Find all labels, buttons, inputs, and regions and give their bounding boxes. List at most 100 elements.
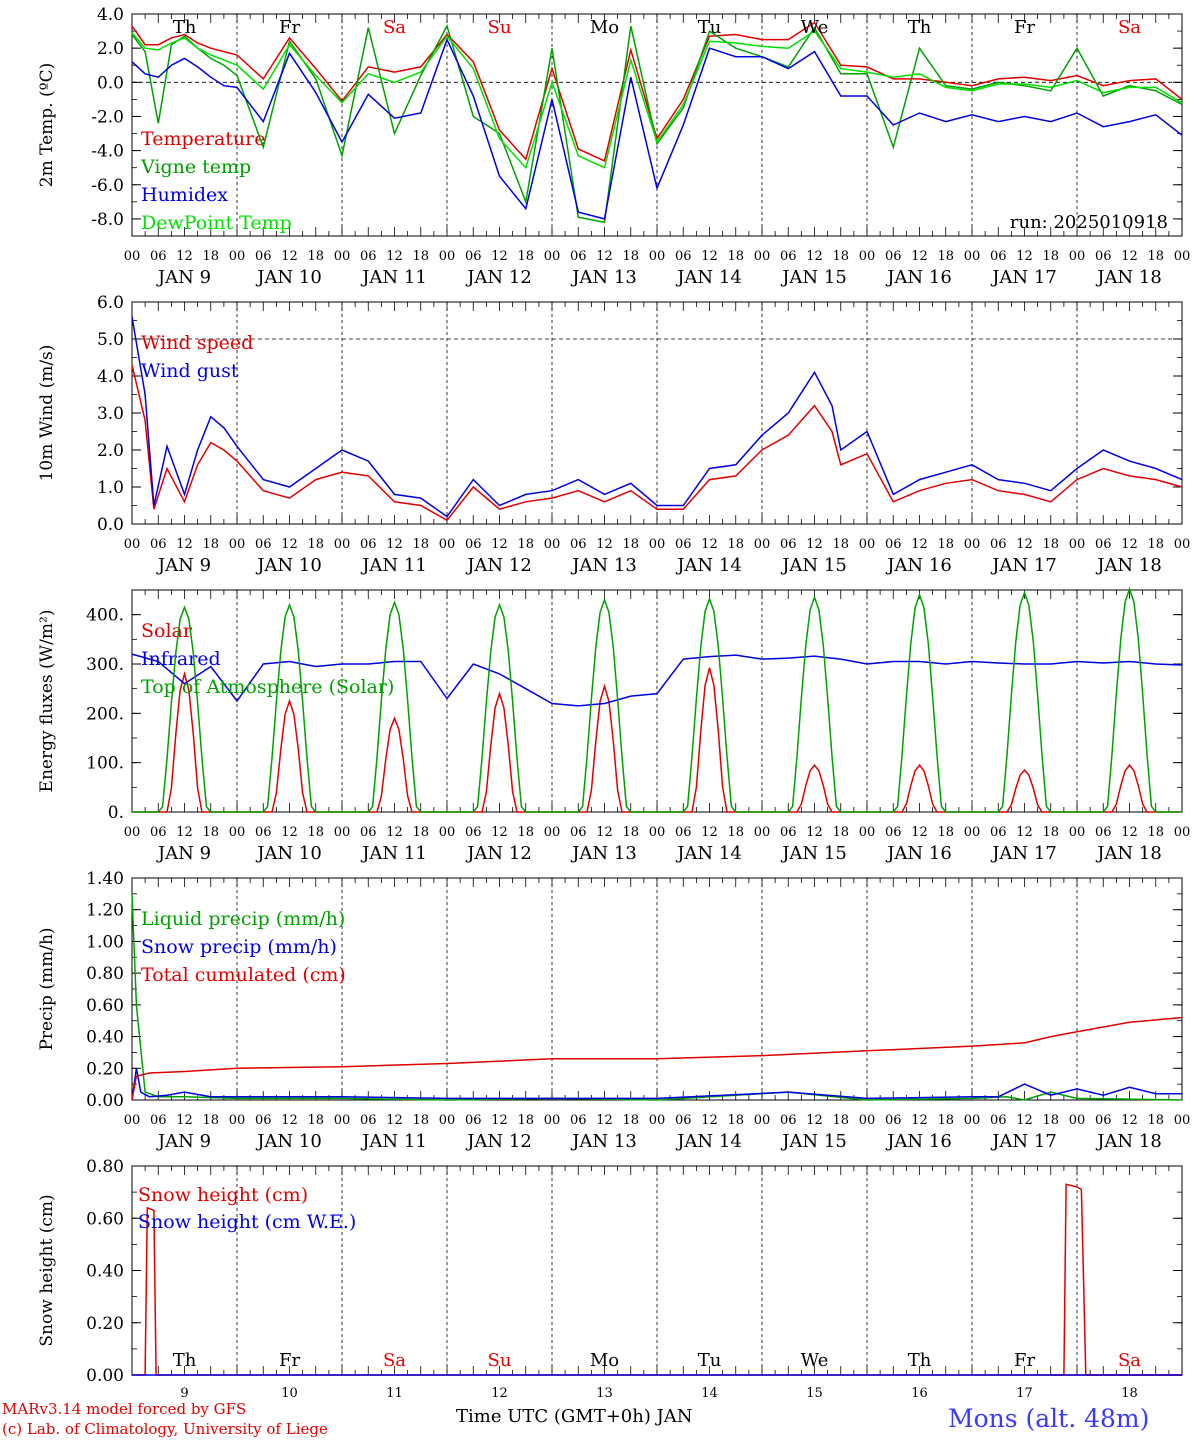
hour-tick-label: 00 [859, 249, 876, 264]
hour-tick-label: 00 [439, 1113, 456, 1128]
date-label: JAN 16 [885, 1131, 952, 1152]
y-tick-label: 2.0 [97, 39, 124, 59]
hour-tick-label: 12 [806, 1113, 823, 1128]
hour-tick-label: 06 [570, 1113, 587, 1128]
hour-tick-label: 00 [964, 537, 981, 552]
series-line-humidex [131, 37, 1183, 220]
y-axis-label: 2m Temp. (ºC) [37, 63, 57, 188]
date-label: JAN 12 [465, 843, 532, 864]
hour-tick-label: 00 [964, 1113, 981, 1128]
hour-tick-label: 00 [229, 825, 246, 840]
hour-tick-label: 18 [307, 1113, 324, 1128]
y-axis-label: 10m Wind (m/s) [37, 345, 57, 482]
hour-tick-label: 00 [649, 825, 666, 840]
hour-tick-label: 00 [439, 537, 456, 552]
hour-tick-label: 06 [360, 825, 377, 840]
date-label: JAN 16 [885, 555, 952, 576]
hour-tick-label: 06 [990, 249, 1007, 264]
hour-tick-label: 18 [307, 825, 324, 840]
hour-tick-label: 12 [281, 249, 298, 264]
bottom-day-number: 16 [911, 1386, 928, 1401]
legend-entry: Infrared [141, 648, 221, 670]
hour-tick-label: 12 [911, 537, 928, 552]
hour-tick-label: 18 [1042, 1113, 1059, 1128]
hour-tick-label: 06 [885, 1113, 902, 1128]
hour-tick-label: 12 [911, 249, 928, 264]
day-name-bottom: We [801, 1350, 829, 1371]
bottom-day-number: 9 [180, 1386, 188, 1401]
run-annotation: run: 2025010918 [1010, 212, 1168, 233]
hour-tick-label: 12 [911, 1113, 928, 1128]
hour-tick-label: 18 [1042, 825, 1059, 840]
hour-tick-label: 00 [859, 1113, 876, 1128]
bottom-day-number: 10 [281, 1386, 298, 1401]
hour-tick-label: 18 [412, 1113, 429, 1128]
date-label: JAN 15 [780, 555, 847, 576]
y-tick-label: 3.0 [97, 404, 124, 424]
day-name-top: Sa [1118, 17, 1141, 38]
hour-tick-label: 00 [1174, 249, 1191, 264]
hour-tick-label: 18 [412, 537, 429, 552]
hour-tick-label: 00 [124, 825, 141, 840]
hour-tick-label: 18 [937, 537, 954, 552]
day-name-bottom: Th [908, 1350, 932, 1371]
y-tick-label: -2.0 [91, 107, 124, 127]
y-tick-label: 0.80 [86, 964, 124, 984]
hour-tick-label: 00 [1174, 1113, 1191, 1128]
y-tick-label: 400. [86, 606, 124, 626]
y-tick-label: 0.00 [86, 1366, 124, 1386]
hour-tick-label: 06 [990, 1113, 1007, 1128]
series-line-dewpoint-temp [131, 30, 1183, 170]
hour-tick-label: 12 [701, 825, 718, 840]
day-name-top: Th [908, 17, 932, 38]
hour-tick-label: 06 [885, 825, 902, 840]
hour-tick-label: 06 [990, 537, 1007, 552]
day-name-bottom: Tu [698, 1350, 722, 1371]
hour-tick-label: 06 [465, 249, 482, 264]
hour-tick-label: 06 [255, 537, 272, 552]
hour-tick-label: 06 [885, 537, 902, 552]
hour-tick-label: 12 [176, 825, 193, 840]
hour-tick-label: 18 [727, 249, 744, 264]
day-name-top: We [801, 17, 829, 38]
legend-entry: Wind gust [141, 360, 239, 382]
hour-tick-label: 00 [439, 249, 456, 264]
hour-tick-label: 06 [150, 825, 167, 840]
y-tick-label: 300. [86, 655, 124, 675]
hour-tick-label: 18 [517, 1113, 534, 1128]
hour-tick-label: 06 [360, 249, 377, 264]
date-label: JAN 13 [570, 555, 637, 576]
y-tick-label: 200. [86, 704, 124, 724]
hour-tick-label: 00 [649, 249, 666, 264]
hour-tick-label: 00 [649, 537, 666, 552]
date-label: JAN 18 [1095, 267, 1162, 288]
series-line-snow-height-cm- [1050, 1183, 1182, 1376]
y-tick-label: 0.80 [86, 1157, 124, 1177]
hour-tick-label: 12 [1121, 537, 1138, 552]
hour-tick-label: 12 [281, 537, 298, 552]
date-label: JAN 11 [360, 1131, 427, 1152]
date-label: JAN 9 [156, 555, 211, 576]
series-line-wind-gust [131, 316, 1183, 518]
hour-tick-label: 06 [1095, 249, 1112, 264]
y-tick-label: 1.0 [97, 478, 124, 498]
hour-tick-label: 12 [1016, 825, 1033, 840]
hour-tick-label: 18 [832, 249, 849, 264]
y-tick-label: 1.40 [86, 869, 124, 889]
hour-tick-label: 06 [780, 1113, 797, 1128]
hour-tick-label: 18 [937, 249, 954, 264]
hour-tick-label: 12 [176, 537, 193, 552]
y-tick-label: 100. [86, 754, 124, 774]
series-line-infrared [131, 653, 1183, 707]
y-axis-label: Precip (mm/h) [37, 927, 57, 1050]
hour-tick-label: 12 [491, 249, 508, 264]
date-label: JAN 16 [885, 843, 952, 864]
hour-tick-label: 18 [1042, 537, 1059, 552]
hour-tick-label: 18 [307, 537, 324, 552]
date-label: JAN 12 [465, 1131, 532, 1152]
y-tick-label: 2.0 [97, 441, 124, 461]
hour-tick-label: 00 [754, 249, 771, 264]
hour-tick-label: 00 [1069, 537, 1086, 552]
